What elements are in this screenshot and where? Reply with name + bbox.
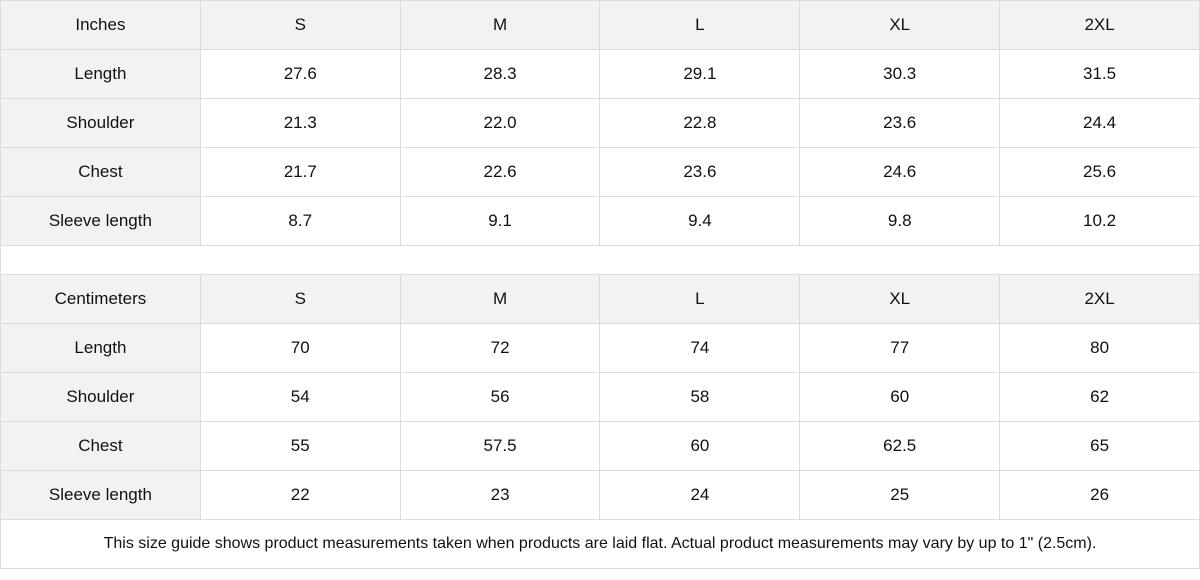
table-row: Sleeve length 22 23 24 25 26: [0, 470, 1200, 520]
measurement-value: 60: [599, 421, 801, 471]
table-row: Shoulder 54 56 58 60 62: [0, 372, 1200, 422]
measurement-value: 26: [999, 470, 1200, 520]
size-header: 2XL: [999, 0, 1200, 50]
measurement-value: 22.6: [399, 147, 601, 197]
measurement-value: 10.2: [999, 196, 1200, 246]
unit-header: Centimeters: [0, 274, 201, 324]
measurement-value: 77: [799, 323, 1001, 373]
measurement-value: 23: [399, 470, 601, 520]
measurement-label: Sleeve length: [0, 470, 201, 520]
measurement-value: 30.3: [799, 49, 1001, 99]
size-header: XL: [799, 274, 1001, 324]
measurement-value: 31.5: [999, 49, 1200, 99]
measurement-label: Length: [0, 49, 201, 99]
table-row: Chest 55 57.5 60 62.5 65: [0, 421, 1200, 471]
header-row: Inches S M L XL 2XL: [0, 0, 1200, 50]
header-row: Centimeters S M L XL 2XL: [0, 274, 1200, 324]
measurement-value: 80: [999, 323, 1200, 373]
measurement-value: 9.8: [799, 196, 1001, 246]
measurement-value: 25.6: [999, 147, 1200, 197]
measurement-value: 22.8: [599, 98, 801, 148]
measurement-value: 24.4: [999, 98, 1200, 148]
measurement-label: Chest: [0, 421, 201, 471]
measurement-label: Shoulder: [0, 372, 201, 422]
size-header: XL: [799, 0, 1001, 50]
measurement-value: 9.4: [599, 196, 801, 246]
measurement-value: 23.6: [599, 147, 801, 197]
unit-header: Inches: [0, 0, 201, 50]
measurement-label: Shoulder: [0, 98, 201, 148]
table-row: Length 70 72 74 77 80: [0, 323, 1200, 373]
measurement-value: 54: [199, 372, 401, 422]
size-header: S: [199, 0, 401, 50]
measurement-value: 24.6: [799, 147, 1001, 197]
measurement-value: 8.7: [199, 196, 401, 246]
measurement-value: 57.5: [399, 421, 601, 471]
size-header: 2XL: [999, 274, 1200, 324]
measurement-value: 25: [799, 470, 1001, 520]
measurement-value: 58: [599, 372, 801, 422]
measurement-value: 23.6: [799, 98, 1001, 148]
footnote: This size guide shows product measuremen…: [0, 519, 1200, 569]
measurement-label: Length: [0, 323, 201, 373]
measurement-value: 21.7: [199, 147, 401, 197]
measurement-value: 21.3: [199, 98, 401, 148]
size-header: S: [199, 274, 401, 324]
measurement-value: 62.5: [799, 421, 1001, 471]
table-row: Chest 21.7 22.6 23.6 24.6 25.6: [0, 147, 1200, 197]
spacer-cell: [0, 245, 1200, 275]
measurement-value: 55: [199, 421, 401, 471]
measurement-value: 65: [999, 421, 1200, 471]
size-header: M: [399, 0, 601, 50]
footnote-row: This size guide shows product measuremen…: [0, 519, 1200, 569]
measurement-value: 9.1: [399, 196, 601, 246]
measurement-value: 72: [399, 323, 601, 373]
table-row: Sleeve length 8.7 9.1 9.4 9.8 10.2: [0, 196, 1200, 246]
table-row: Length 27.6 28.3 29.1 30.3 31.5: [0, 49, 1200, 99]
measurement-value: 56: [399, 372, 601, 422]
table-row: Shoulder 21.3 22.0 22.8 23.6 24.4: [0, 98, 1200, 148]
measurement-label: Sleeve length: [0, 196, 201, 246]
size-header: L: [599, 0, 801, 50]
measurement-value: 22: [199, 470, 401, 520]
measurement-value: 22.0: [399, 98, 601, 148]
measurement-value: 29.1: [599, 49, 801, 99]
measurement-value: 62: [999, 372, 1200, 422]
measurement-value: 74: [599, 323, 801, 373]
size-header: M: [399, 274, 601, 324]
measurement-value: 27.6: [199, 49, 401, 99]
table-spacer: [0, 245, 1200, 275]
measurement-value: 28.3: [399, 49, 601, 99]
measurement-value: 70: [199, 323, 401, 373]
measurement-value: 60: [799, 372, 1001, 422]
measurement-label: Chest: [0, 147, 201, 197]
measurement-value: 24: [599, 470, 801, 520]
size-header: L: [599, 274, 801, 324]
